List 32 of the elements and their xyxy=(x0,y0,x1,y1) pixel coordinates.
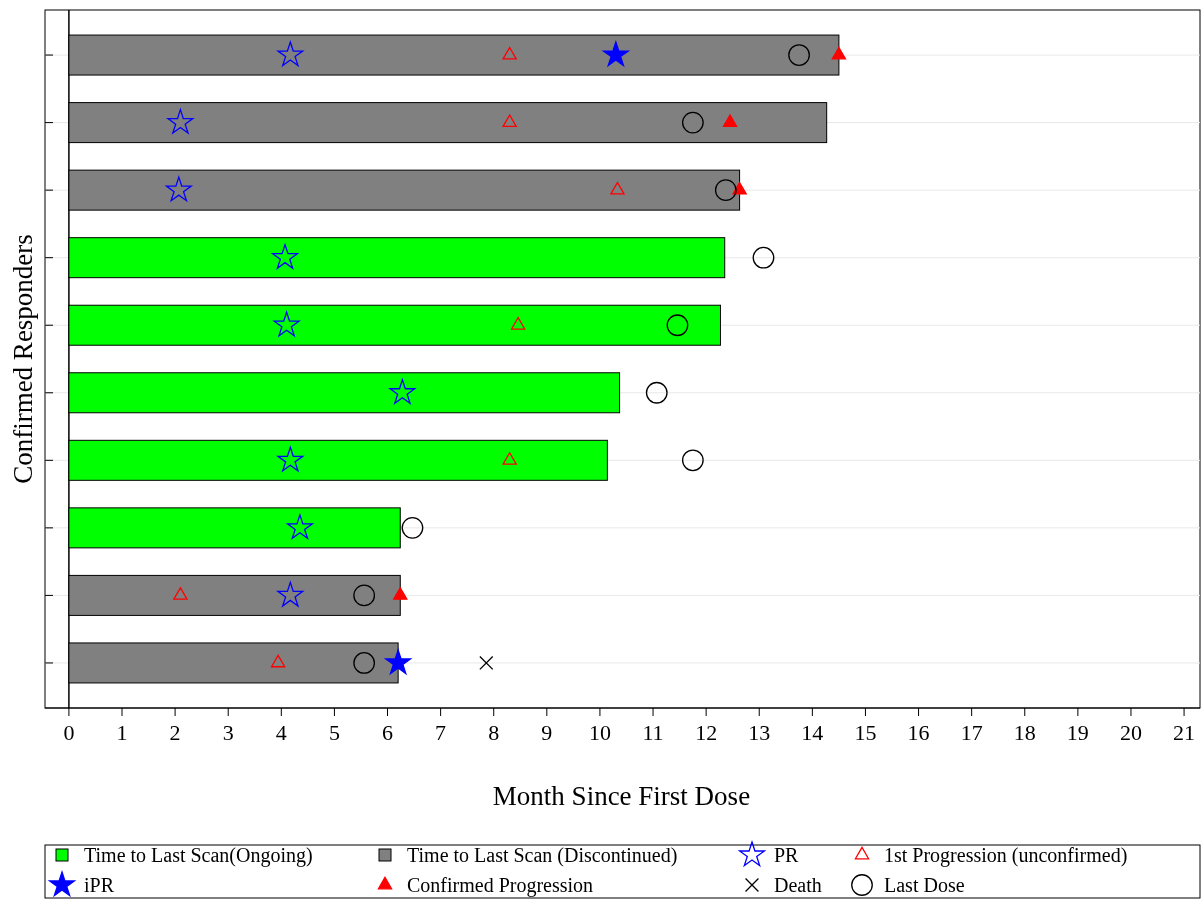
x-tick-label: 5 xyxy=(328,720,340,745)
x-tick-label: 6 xyxy=(382,720,394,745)
legend-label: Confirmed Progression xyxy=(407,874,594,897)
x-tick-label: 13 xyxy=(748,720,771,745)
x-tick-label: 9 xyxy=(541,720,553,745)
legend-label: PR xyxy=(774,844,800,866)
y-axis-title: Confirmed Responders xyxy=(8,234,38,484)
x-tick-label: 1 xyxy=(116,720,128,745)
x-tick-label: 10 xyxy=(588,720,611,745)
x-tick-label: 21 xyxy=(1173,720,1196,745)
legend-label: Time to Last Scan (Discontinued) xyxy=(407,844,678,867)
x-tick-label: 16 xyxy=(907,720,930,745)
x-tick-label: 0 xyxy=(63,720,75,745)
legend-label: Death xyxy=(774,874,822,896)
x-axis-title: Month Since First Dose xyxy=(492,781,751,811)
legend-label: 1st Progression (unconfirmed) xyxy=(884,844,1128,867)
legend-label: Last Dose xyxy=(884,874,965,896)
legend-label: Time to Last Scan(Ongoing) xyxy=(84,844,313,867)
x-tick-label: 14 xyxy=(801,720,824,745)
x-tick-label: 18 xyxy=(1013,720,1036,745)
x-tick-label: 4 xyxy=(275,720,287,745)
x-tick-label: 12 xyxy=(695,720,718,745)
x-tick-label: 20 xyxy=(1119,720,1142,745)
x-tick-label: 15 xyxy=(854,720,877,745)
x-tick-label: 8 xyxy=(488,720,500,745)
x-tick-label: 11 xyxy=(642,720,664,745)
x-tick-label: 7 xyxy=(435,720,447,745)
x-tick-label: 2 xyxy=(169,720,181,745)
legend-label: iPR xyxy=(84,874,115,896)
x-tick-label: 19 xyxy=(1066,720,1089,745)
x-tick-label: 17 xyxy=(960,720,983,745)
x-tick-label: 3 xyxy=(222,720,234,745)
